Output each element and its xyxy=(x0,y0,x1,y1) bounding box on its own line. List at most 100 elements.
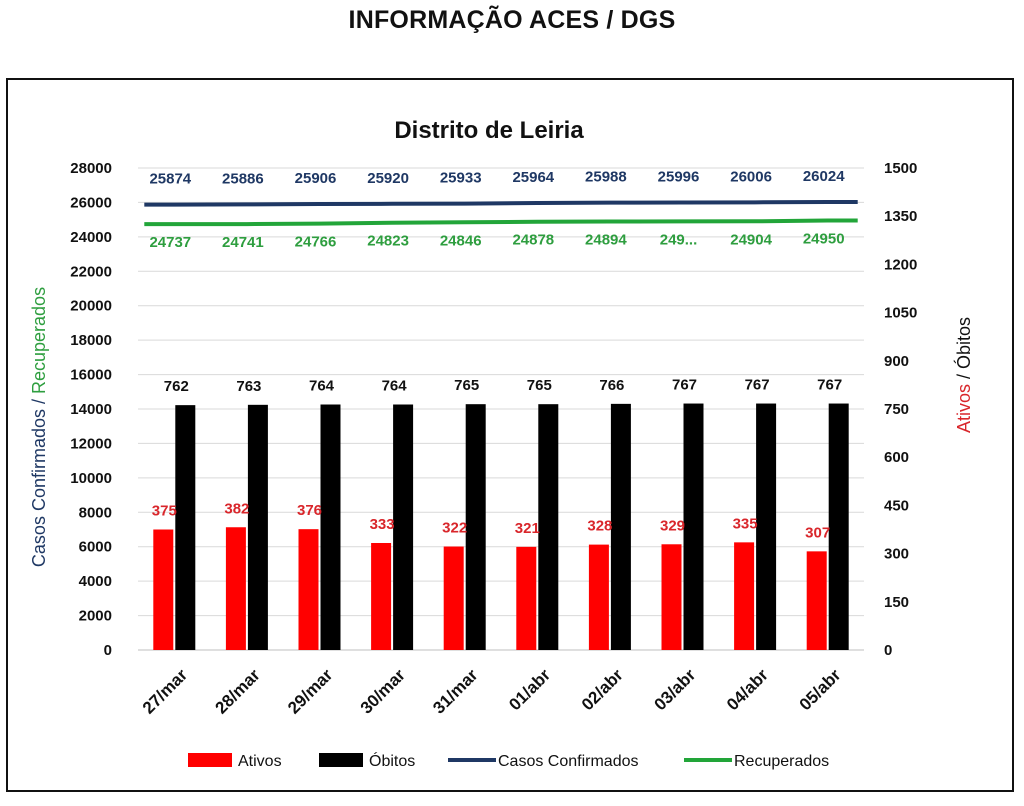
data-label-ativos: 328 xyxy=(587,518,612,535)
left-tick-label: 26000 xyxy=(70,194,112,211)
legend: Ativos Óbitos Casos Confirmados Recupera… xyxy=(188,751,829,770)
x-axis-labels: 27/mar 28/mar 29/mar 30/mar 31/mar 01/abr 02/a… xyxy=(139,665,845,717)
data-label-recuperados: 24823 xyxy=(367,233,409,250)
chart-title: Distrito de Leiria xyxy=(394,117,584,144)
data-label-casos-confirmados: 25874 xyxy=(149,171,191,188)
data-label-ativos: 322 xyxy=(442,520,467,537)
data-label-recuperados: 24846 xyxy=(440,232,482,249)
bar-ativos xyxy=(443,546,464,650)
bar-obitos xyxy=(175,405,196,650)
bar-obitos xyxy=(610,403,631,650)
right-tick-label: 150 xyxy=(884,594,909,611)
data-label-obitos: 762 xyxy=(164,378,189,395)
bar-obitos xyxy=(683,403,704,650)
legend-swatch-obitos xyxy=(319,753,363,767)
x-tick-label: 31/mar xyxy=(429,665,481,717)
data-label-casos-confirmados: 25920 xyxy=(367,170,409,187)
data-label-obitos: 767 xyxy=(745,377,770,394)
right-axis-title-ativos: Ativos xyxy=(954,384,974,433)
x-tick-label: 27/mar xyxy=(139,665,191,717)
bar-obitos xyxy=(465,404,486,650)
x-tick-label: 30/mar xyxy=(357,665,409,717)
bar-ativos xyxy=(661,544,682,650)
left-axis-title-confirmados: Casos Confirmados xyxy=(29,409,49,567)
right-tick-label: 900 xyxy=(884,353,909,370)
left-tick-label: 24000 xyxy=(70,229,112,246)
chart: Distrito de Leiria 020004000600080001000… xyxy=(29,117,974,770)
data-label-casos-confirmados: 25933 xyxy=(440,170,482,187)
x-tick-label: 02/abr xyxy=(578,665,627,714)
data-label-ativos: 382 xyxy=(224,500,249,517)
page-title: INFORMAÇÃO ACES / DGS xyxy=(348,6,676,34)
data-label-casos-confirmados: 25996 xyxy=(658,168,700,185)
data-label-recuperados: 24766 xyxy=(295,234,337,251)
bar-obitos xyxy=(393,404,414,650)
right-tick-label: 1350 xyxy=(884,208,917,225)
legend-item-casos-confirmados: Casos Confirmados xyxy=(448,753,639,770)
data-label-recuperados: 24904 xyxy=(730,231,772,248)
data-label-obitos: 767 xyxy=(817,377,842,394)
left-tick-label: 6000 xyxy=(79,539,112,556)
bar-ativos xyxy=(734,542,755,650)
lines xyxy=(144,200,858,227)
right-tick-label: 1050 xyxy=(884,305,917,322)
data-label-ativos: 307 xyxy=(805,524,830,541)
data-labels: 375 762 382 763 376 764 333 764 322 765 321 765 328 7… xyxy=(149,168,845,541)
left-tick-label: 12000 xyxy=(70,435,112,452)
x-tick-label: 28/mar xyxy=(212,665,264,717)
line-casos-confirmados xyxy=(144,200,858,207)
x-tick-label: 05/abr xyxy=(796,665,845,714)
data-label-obitos: 763 xyxy=(236,378,261,395)
x-tick-label: 01/abr xyxy=(505,665,554,714)
bar-obitos xyxy=(320,404,341,650)
data-label-obitos: 766 xyxy=(599,377,624,394)
data-label-casos-confirmados: 25988 xyxy=(585,169,627,186)
data-label-obitos: 765 xyxy=(527,377,552,394)
data-label-ativos: 321 xyxy=(515,520,540,537)
left-tick-label: 4000 xyxy=(79,573,112,590)
right-tick-label: 0 xyxy=(884,642,892,659)
legend-label-obitos: Óbitos xyxy=(369,751,415,770)
data-label-casos-confirmados: 25886 xyxy=(222,170,264,187)
left-tick-label: 18000 xyxy=(70,332,112,349)
right-axis-title: Ativos / Óbitos xyxy=(953,317,974,433)
right-tick-label: 600 xyxy=(884,449,909,466)
bar-ativos xyxy=(225,527,246,650)
right-tick-label: 300 xyxy=(884,546,909,563)
bars xyxy=(153,403,849,650)
left-axis-title-recuperados: Recuperados xyxy=(29,287,49,394)
data-label-recuperados: 24894 xyxy=(585,231,627,248)
legend-label-ativos: Ativos xyxy=(238,753,282,770)
legend-item-recuperados: Recuperados xyxy=(684,753,829,770)
data-label-casos-confirmados: 25906 xyxy=(295,170,337,187)
data-label-casos-confirmados: 26006 xyxy=(730,168,772,185)
legend-swatch-ativos xyxy=(188,753,232,767)
right-axis-ticks: 0 150 300 450 600 750 900 1050 1200 1350 1500 xyxy=(884,160,917,659)
x-tick-label: 29/mar xyxy=(284,665,336,717)
data-label-ativos: 375 xyxy=(152,503,177,520)
data-label-obitos: 767 xyxy=(672,377,697,394)
bar-obitos xyxy=(247,404,268,650)
bar-ativos xyxy=(298,529,319,650)
left-tick-label: 28000 xyxy=(70,160,112,177)
x-tick-label: 03/abr xyxy=(650,665,699,714)
left-tick-label: 22000 xyxy=(70,263,112,280)
legend-item-obitos: Óbitos xyxy=(319,751,415,770)
data-label-ativos: 333 xyxy=(370,516,395,533)
data-label-casos-confirmados: 26024 xyxy=(803,168,845,185)
bar-ativos xyxy=(371,542,392,650)
right-axis-title-separator: / xyxy=(954,369,974,384)
left-axis-ticks: 0 2000 4000 6000 8000 10000 12000 14000 16000 180… xyxy=(70,160,112,659)
left-tick-label: 10000 xyxy=(70,470,112,487)
data-label-ativos: 376 xyxy=(297,502,322,519)
left-tick-label: 14000 xyxy=(70,401,112,418)
data-label-recuperados: 24950 xyxy=(803,231,845,248)
right-tick-label: 1500 xyxy=(884,160,917,177)
right-tick-label: 450 xyxy=(884,497,909,514)
left-tick-label: 20000 xyxy=(70,298,112,315)
data-label-obitos: 764 xyxy=(382,378,408,395)
legend-item-ativos: Ativos xyxy=(188,753,282,770)
data-label-ativos: 329 xyxy=(660,517,685,534)
left-tick-label: 0 xyxy=(104,642,112,659)
left-axis-title: Casos Confirmados / Recuperados xyxy=(29,287,49,567)
